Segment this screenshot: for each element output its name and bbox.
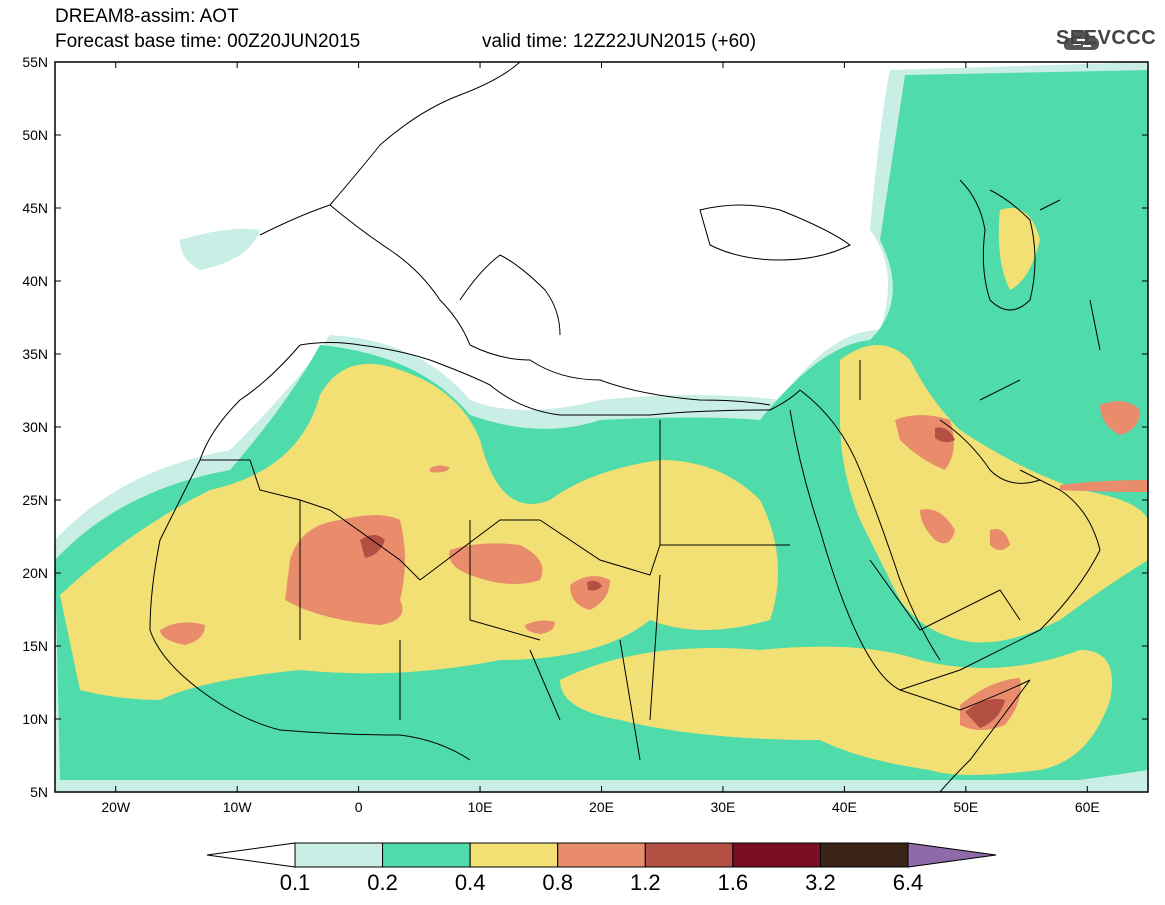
aot-contour-0.1 [180,228,260,270]
aot-contour-0.8 [990,529,1010,550]
west-africa-coast [149,344,471,761]
colorbar-segment [382,842,471,868]
red-sea-coast [789,389,941,691]
valid-time: valid time: 12Z22JUN2015 (+60) [482,31,757,52]
aot-contour-1.2 [587,580,602,591]
aot-contour-0.4 [560,646,1112,775]
logo-text: SEEVCCC [1056,27,1157,49]
aot-contour-0.8 [160,622,205,645]
lat-tick-label: 35N [22,346,48,362]
colorbar-segment [294,842,384,868]
black-sea-coast [699,204,851,261]
seevccc-logo [1063,30,1099,50]
lon-tick-label: 20E [589,799,614,815]
horn-coast [899,679,1031,792]
lat-tick-label: 20N [22,565,48,581]
lat-tick-label: 5N [30,784,48,800]
coastlines-borders [149,62,1101,792]
lon-tick-label: 10W [223,799,253,815]
north-africa-coast [299,342,801,416]
lon-tick-label: 10E [468,799,493,815]
political-borders [200,199,1101,761]
colorbar-label: 0.8 [542,870,573,895]
colorbar-label: 1.6 [717,870,749,895]
aot-contour-0.8 [449,543,543,584]
latitude-axis: 55N 50N 45N 40N 35N 30N 25N 20N 15N 10N 5N [22,54,1148,800]
colorbar-label: 0.2 [367,870,398,895]
colorbar-segment [469,842,559,868]
lon-tick-label: 20W [101,799,131,815]
aot-contour-0.4 [560,470,750,603]
aot-contour-0.4 [60,363,778,700]
colorbar-segment [557,842,646,868]
lat-tick-label: 45N [22,200,48,216]
forecast-base-time: Forecast base time: 00Z20JUN2015 [55,31,361,52]
aot-contour-0.4 [998,208,1040,290]
colorbar-label: 6.4 [892,870,924,895]
aot-contour-0.8 [1060,480,1148,492]
lat-tick-label: 50N [22,127,48,143]
caspian-coast [959,179,1036,311]
lat-tick-label: 40N [22,273,48,289]
lon-tick-label: 40E [832,799,857,815]
aot-contour-0.8 [1100,401,1140,435]
colorbar-label: 0.1 [279,870,311,895]
europe-coast [259,62,771,406]
colorbar [206,842,997,868]
lat-tick-label: 25N [22,492,48,508]
aot-contour-1.2 [935,427,955,443]
colorbar-segment [644,842,734,868]
aot-contour-1.2 [965,698,1005,728]
colorbar-segment [819,842,909,868]
lon-tick-label: 30E [710,799,735,815]
aot-contour-0.8 [525,620,555,634]
colorbar-segment [732,842,821,868]
aot-contour-0.8 [430,465,450,473]
colorbar-max-arrow [907,842,997,868]
colorbar-label: 3.2 [805,870,836,895]
colorbar-label: 0.4 [454,870,486,895]
colorbar-min-arrow [206,842,296,868]
longitude-axis: 20W 10W 0 10E 20E 30E 40E 50E 60E [101,62,1100,815]
map-title: DREAM8-assim: AOT [55,6,239,27]
aot-contour-1.2 [360,535,385,558]
lon-tick-label: 60E [1075,799,1100,815]
arabia-coast [899,469,1101,691]
lat-tick-label: 30N [22,419,48,435]
persian-gulf-coast [939,419,1041,484]
lat-tick-label: 55N [22,54,48,70]
colorbar-label: 1.2 [629,870,661,895]
aot-contour-0.8 [920,509,955,544]
lon-tick-label: 0 [355,799,363,815]
lat-tick-label: 10N [22,711,48,727]
lat-tick-label: 15N [22,638,48,654]
lon-tick-label: 50E [953,799,978,815]
